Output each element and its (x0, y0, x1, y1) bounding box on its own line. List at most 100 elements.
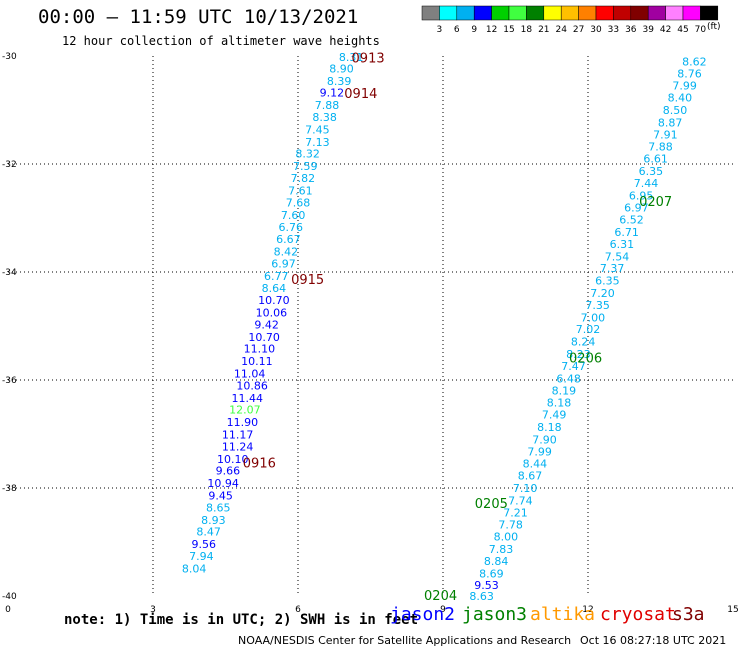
wave-height-label: 8.32 (295, 148, 320, 161)
wave-height-label: 8.63 (469, 590, 494, 603)
wave-height-label: 7.59 (293, 160, 318, 173)
wave-height-label: 6.67 (276, 233, 301, 246)
pass-time-label: 0914 (344, 87, 377, 102)
pass-time-label: 0206 (569, 351, 602, 366)
wave-height-label: 9.42 (254, 318, 279, 331)
pass-time-label: 0915 (291, 273, 324, 288)
wave-height-label: 8.18 (547, 397, 572, 410)
wave-height-label: 11.04 (234, 368, 266, 381)
wave-height-label: 8.40 (668, 92, 693, 105)
wave-height-label: 7.91 (653, 128, 678, 141)
wave-height-label: 6.35 (639, 165, 664, 178)
y-tick-label: -40 (2, 592, 17, 602)
wave-height-label: 7.99 (527, 445, 552, 458)
color-scale-tick: 39 (642, 25, 654, 35)
wave-height-label: 11.90 (227, 416, 259, 429)
wave-height-label: 8.31 (339, 51, 364, 64)
wave-height-label: 7.82 (291, 172, 316, 185)
pass-time-label: 0205 (475, 497, 508, 512)
footer-credit: NOAA/NESDIS Center for Satellite Applica… (238, 634, 572, 647)
wave-height-label: 7.37 (600, 262, 625, 275)
wave-height-label: 7.44 (634, 177, 659, 190)
wave-height-label: 9.66 (216, 465, 241, 478)
wave-height-label: 8.62 (682, 55, 707, 68)
wave-height-label: 8.76 (677, 67, 702, 80)
wave-height-label: 7.99 (672, 80, 697, 93)
wave-height-label: 8.65 (206, 501, 231, 514)
wave-height-label: 11.10 (244, 343, 276, 356)
chart-note: note: 1) Time is in UTC; 2) SWH is in fe… (64, 612, 419, 628)
wave-height-label: 7.94 (189, 550, 214, 563)
wave-height-label: 8.19 (552, 384, 577, 397)
y-tick-label: -36 (2, 376, 17, 386)
wave-height-label: 6.97 (271, 257, 296, 270)
wave-height-label: 10.86 (236, 379, 268, 392)
x-tick-label: 12 (582, 605, 593, 615)
wave-height-label: 7.45 (305, 123, 330, 136)
color-scale-ticks: 3 6 9 12 15 18 21 24 27 30 33 36 39 42 45 70 (437, 25, 707, 35)
color-scale-tick: 15 (503, 25, 514, 35)
color-scale-unit: (ft) (707, 22, 721, 32)
wave-height-label: 6.48 (556, 372, 581, 385)
color-scale-tick: 3 (437, 25, 443, 35)
x-tick-label: 3 (150, 605, 156, 615)
wave-height-label: 7.00 (581, 311, 606, 324)
color-scale-tick: 70 (695, 25, 707, 35)
color-scale-tick: 9 (471, 25, 477, 35)
wave-height-label: 7.68 (286, 196, 311, 209)
wave-height-label: 7.54 (605, 250, 630, 263)
wave-height-label: 10.70 (248, 331, 280, 344)
chart-subtitle: 12 hour collection of altimeter wave hei… (62, 34, 380, 48)
wave-height-label: 8.69 (479, 567, 504, 580)
legend-item-jason3: jason3 (462, 604, 528, 625)
wave-height-label: 8.39 (327, 75, 352, 88)
wave-height-label: 12.07 (229, 404, 261, 417)
pass-time-label: 0207 (639, 195, 672, 210)
wave-height-label: 11.17 (222, 429, 254, 442)
wave-height-label: 7.02 (576, 323, 601, 336)
wave-height-label: 6.76 (279, 221, 304, 234)
wave-height-label: 6.95 (629, 189, 654, 202)
legend-item-altika: altika (530, 604, 596, 625)
color-scale-tick: 24 (555, 25, 567, 35)
color-scale-tick: 30 (590, 25, 602, 35)
wave-height-label: 9.53 (474, 579, 499, 592)
chart-title: 00:00 – 11:59 UTC 10/13/2021 (38, 6, 359, 28)
wave-height-label: 8.67 (518, 470, 543, 483)
color-scale-bar: 3 6 9 12 15 18 21 24 27 30 33 36 39 42 45 70 (421, 5, 719, 35)
wave-height-label: 6.31 (610, 238, 635, 251)
wave-height-label: 6.61 (643, 153, 668, 166)
color-scale-swatches (421, 5, 719, 21)
color-scale-tick: 27 (573, 25, 584, 35)
legend-item-s3a: s3a (672, 604, 705, 625)
wave-height-label: 7.83 (489, 543, 514, 556)
wave-height-label: 8.00 (494, 531, 519, 544)
wave-height-label: 10.10 (217, 453, 249, 466)
color-scale-tick: 12 (486, 25, 497, 35)
wave-height-label: 8.47 (196, 526, 221, 539)
x-tick-label: 9 (440, 605, 446, 615)
wave-height-label: 11.44 (232, 392, 264, 405)
wave-height-label: 11.24 (222, 440, 254, 453)
wave-height-label: 7.90 (532, 433, 557, 446)
color-scale-tick: 6 (454, 25, 460, 35)
chart-axes: 0 3 6 9 12 15 -30 -32 -34 -36 -38 -40 (2, 52, 739, 615)
wave-height-label: 6.77 (264, 270, 289, 283)
pass-time-label: 0204 (424, 589, 457, 604)
color-scale-tick: 21 (538, 25, 549, 35)
wave-height-label: 8.87 (658, 116, 683, 129)
x-tick-label: 15 (727, 605, 738, 615)
wave-height-label: 7.88 (648, 141, 673, 154)
chart-marks: 8.318.908.399.127.888.387.457.138.327.59… (182, 51, 707, 604)
pass-time-label: 0913 (352, 52, 385, 67)
legend-item-jason2: jason2 (390, 604, 456, 625)
wave-height-label: 7.88 (315, 99, 340, 112)
wave-height-label: 6.97 (624, 202, 649, 215)
wave-height-label: 10.11 (241, 355, 273, 368)
wave-height-label: 7.35 (585, 299, 610, 312)
wave-height-label: 8.50 (663, 104, 688, 117)
color-scale-swatch (700, 5, 719, 21)
wave-height-label: 7.47 (561, 360, 586, 373)
y-tick-label: -38 (2, 484, 17, 494)
